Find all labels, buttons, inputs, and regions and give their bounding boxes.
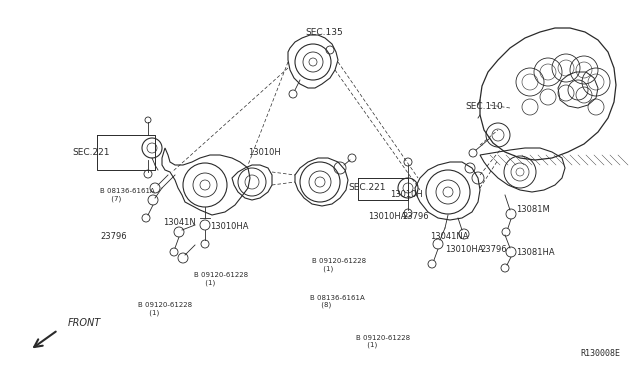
Text: SEC.221: SEC.221 — [72, 148, 109, 157]
Text: R130008E: R130008E — [580, 349, 620, 358]
Text: B 09120-61228
     (1): B 09120-61228 (1) — [138, 302, 192, 315]
Text: 13010HA: 13010HA — [445, 245, 483, 254]
Text: 23796: 23796 — [402, 212, 429, 221]
Text: 23796: 23796 — [480, 245, 507, 254]
Text: SEC.221: SEC.221 — [348, 183, 385, 192]
Text: B 08136-6161A
     (8): B 08136-6161A (8) — [310, 295, 365, 308]
Text: 13081HA: 13081HA — [516, 248, 555, 257]
Text: SEC.110: SEC.110 — [465, 102, 503, 111]
Text: 13010HA: 13010HA — [210, 222, 248, 231]
Text: 13010H: 13010H — [390, 190, 423, 199]
Text: B 09120-61228
     (1): B 09120-61228 (1) — [356, 335, 410, 349]
Text: 13041NA: 13041NA — [430, 232, 468, 241]
Text: B 09120-61228
     (1): B 09120-61228 (1) — [194, 272, 248, 285]
Text: 13041N: 13041N — [163, 218, 196, 227]
Text: 13010HA: 13010HA — [368, 212, 406, 221]
Text: 13081M: 13081M — [516, 205, 550, 214]
Text: 13010H: 13010H — [248, 148, 281, 157]
Text: B 08136-6161A
     (7): B 08136-6161A (7) — [100, 188, 155, 202]
Text: FRONT: FRONT — [68, 318, 101, 328]
Text: B 09120-61228
     (1): B 09120-61228 (1) — [312, 258, 366, 272]
Text: 23796: 23796 — [100, 232, 127, 241]
Text: SEC.135: SEC.135 — [305, 28, 343, 37]
